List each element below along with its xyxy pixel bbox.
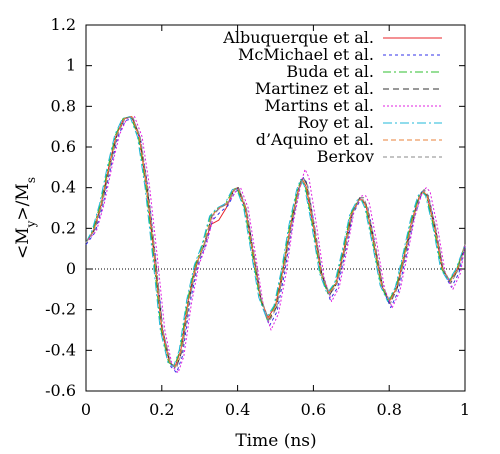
y-axis-title: <My>/Ms — [13, 177, 38, 259]
series-line — [85, 116, 466, 370]
x-tick-labels: 0 0.2 0.4 0.6 0.8 1 — [81, 400, 470, 419]
legend: Albuquerque et al.McMichael et al.Buda e… — [222, 28, 442, 166]
x-tick-label: 0 — [81, 400, 91, 419]
y-tick-label: 0.4 — [51, 178, 76, 197]
plot-frame — [85, 24, 466, 392]
series-line — [85, 118, 466, 374]
legend-label: Berkov — [317, 147, 374, 166]
x-tick-label: 0.8 — [376, 400, 401, 419]
legend-label: Martinez et al. — [255, 79, 374, 98]
legend-label: Martins et al. — [265, 96, 374, 115]
y-tick-label: 0 — [66, 259, 76, 278]
series-line — [85, 116, 466, 368]
y-tick-label: -0.2 — [45, 300, 76, 319]
legend-label: McMichael et al. — [238, 45, 374, 64]
y-tick-label: -0.6 — [45, 381, 76, 400]
x-axis-title: Time (ns) — [235, 431, 316, 451]
legend-label: d’Aquino et al. — [256, 130, 374, 149]
legend-label: Buda et al. — [286, 62, 374, 81]
series-lines — [85, 116, 466, 374]
x-tick-label: 1 — [460, 400, 470, 419]
y-tick-label: 0.8 — [51, 96, 76, 115]
axis-ticks — [85, 24, 466, 392]
y-tick-label: -0.4 — [45, 340, 76, 359]
x-tick-label: 0.2 — [149, 400, 174, 419]
y-tick-label: 0.2 — [51, 218, 76, 237]
y-tick-label: 0.6 — [51, 137, 76, 156]
y-tick-label: 1 — [66, 56, 76, 75]
legend-label: Albuquerque et al. — [222, 28, 374, 47]
series-line — [85, 116, 466, 368]
x-tick-label: 0.4 — [225, 400, 250, 419]
x-tick-label: 0.6 — [301, 400, 326, 419]
series-line — [85, 116, 466, 368]
legend-label: Roy et al. — [297, 113, 374, 132]
y-tick-label: 1.2 — [51, 15, 76, 34]
series-line — [85, 116, 466, 374]
y-tick-labels: -0.6 -0.4 -0.2 0 0.2 0.4 0.6 0.8 1 1.2 — [45, 15, 76, 400]
